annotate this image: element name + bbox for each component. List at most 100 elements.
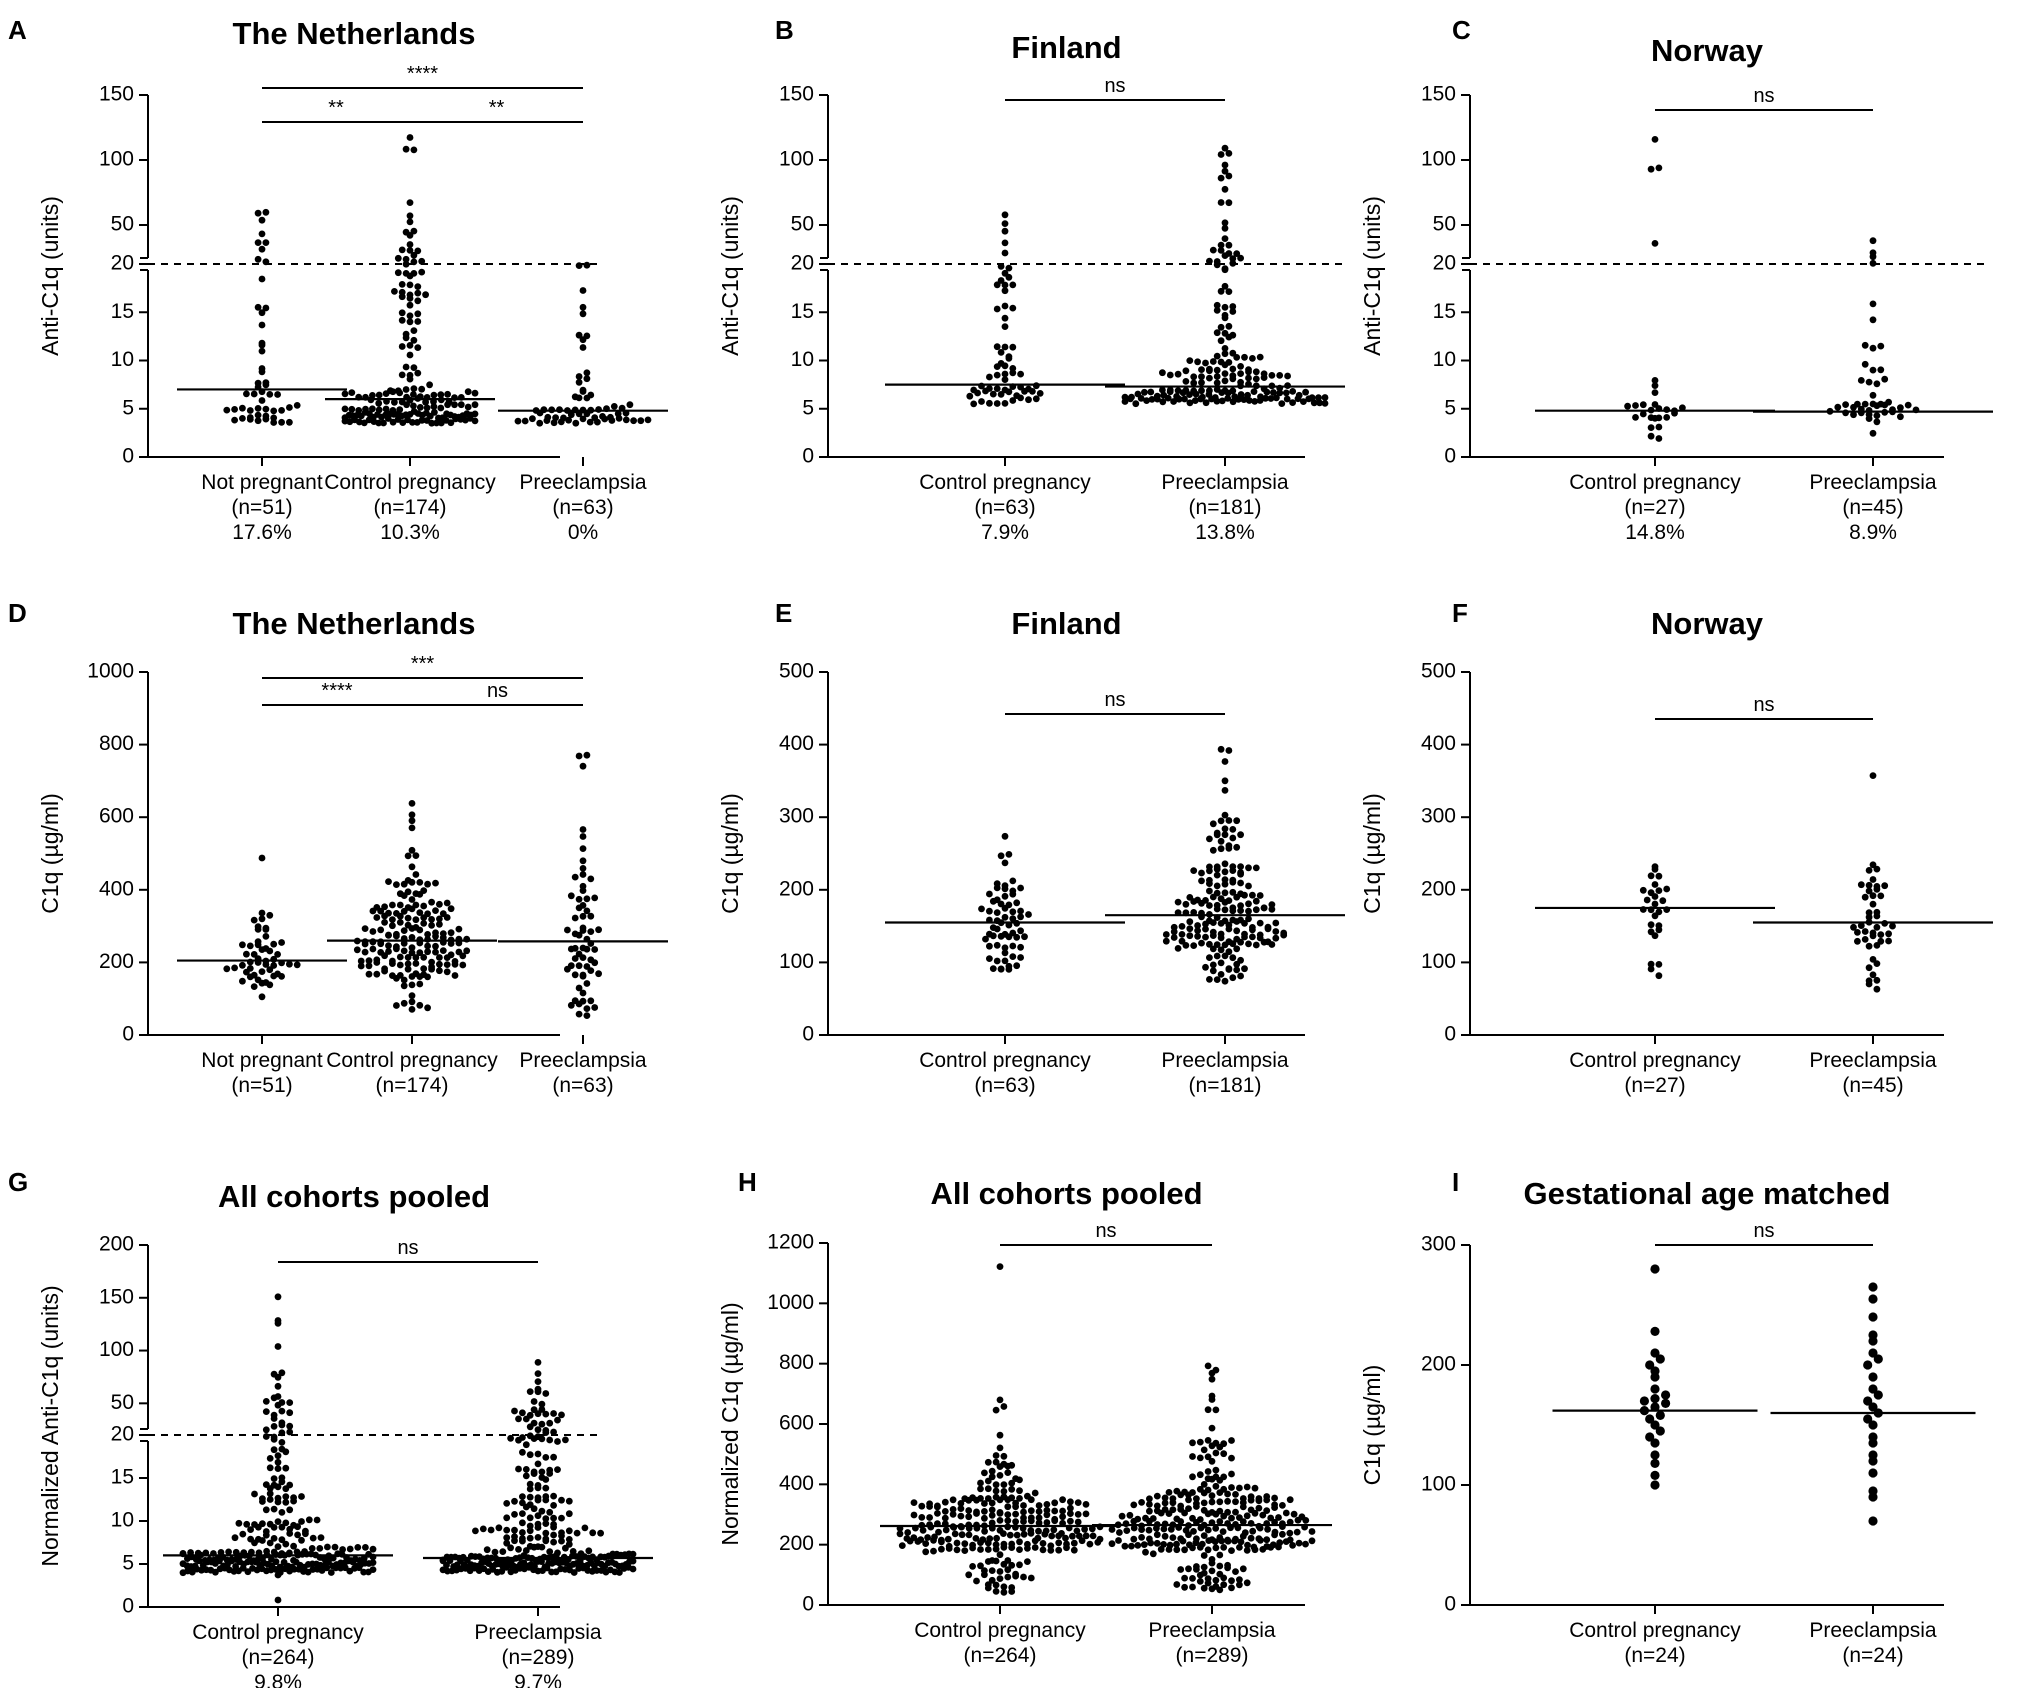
y-tick-label: 150 bbox=[1421, 83, 1456, 106]
data-point bbox=[1873, 412, 1881, 419]
data-point bbox=[1017, 913, 1024, 921]
data-point bbox=[1165, 1546, 1173, 1553]
data-point bbox=[579, 303, 587, 311]
data-point bbox=[1857, 922, 1865, 929]
data-point bbox=[1647, 165, 1655, 173]
significance-bracket: ns bbox=[1000, 1220, 1212, 1246]
group-0: Control pregnancy(n=63)7.9% bbox=[885, 211, 1125, 544]
data-point bbox=[414, 318, 422, 325]
data-point bbox=[503, 1534, 511, 1542]
data-point bbox=[992, 1458, 1000, 1466]
data-point bbox=[1861, 893, 1869, 901]
y-tick-label: 500 bbox=[1421, 660, 1456, 683]
data-point bbox=[1204, 1579, 1212, 1587]
data-point bbox=[1220, 1544, 1228, 1551]
data-point bbox=[1221, 266, 1229, 274]
data-point bbox=[1043, 1511, 1051, 1519]
data-point bbox=[418, 385, 426, 393]
data-point bbox=[1118, 1512, 1126, 1520]
data-point bbox=[1200, 1532, 1208, 1539]
data-point bbox=[1020, 1573, 1027, 1581]
data-point bbox=[1267, 1514, 1275, 1522]
data-point bbox=[1263, 388, 1271, 396]
category-n: (n=174) bbox=[376, 1074, 449, 1097]
data-point bbox=[471, 417, 479, 425]
data-point bbox=[981, 1500, 988, 1507]
data-point bbox=[262, 961, 270, 968]
data-point bbox=[1873, 960, 1881, 967]
data-point bbox=[286, 1428, 294, 1436]
y-tick-label: 150 bbox=[99, 1285, 134, 1308]
data-point bbox=[1237, 363, 1244, 370]
data-point bbox=[534, 1410, 542, 1418]
data-point bbox=[274, 951, 281, 958]
data-point bbox=[1213, 366, 1221, 374]
data-point bbox=[404, 954, 412, 961]
data-point bbox=[361, 948, 369, 956]
data-point bbox=[546, 1419, 554, 1427]
data-point bbox=[1857, 881, 1865, 889]
data-point bbox=[1302, 388, 1309, 396]
data-point bbox=[428, 916, 435, 923]
data-point bbox=[1661, 1390, 1671, 1400]
data-point bbox=[1209, 932, 1217, 939]
data-point bbox=[534, 1524, 542, 1531]
data-point bbox=[428, 922, 435, 929]
data-point bbox=[274, 1498, 282, 1506]
data-point bbox=[579, 865, 587, 872]
y-tick-label: 0 bbox=[1444, 445, 1456, 468]
data-point bbox=[629, 1550, 637, 1558]
data-point bbox=[1000, 1452, 1008, 1460]
data-point bbox=[464, 388, 472, 396]
category-n: (n=174) bbox=[374, 496, 447, 519]
data-point bbox=[1645, 1360, 1655, 1370]
data-point bbox=[1868, 1336, 1878, 1346]
data-point bbox=[365, 957, 373, 965]
data-point bbox=[1217, 337, 1225, 345]
data-point bbox=[1001, 944, 1009, 952]
data-point bbox=[1639, 401, 1647, 409]
data-point bbox=[1216, 1562, 1224, 1570]
category-label: Control pregnancy bbox=[1569, 1049, 1741, 1072]
data-point bbox=[298, 1493, 305, 1500]
data-point bbox=[953, 1539, 961, 1547]
data-point bbox=[988, 1506, 996, 1514]
data-point bbox=[581, 1524, 589, 1532]
data-point bbox=[428, 965, 435, 973]
data-point bbox=[1221, 825, 1229, 833]
data-point bbox=[986, 373, 993, 381]
data-point bbox=[938, 1538, 945, 1546]
data-point bbox=[270, 1446, 278, 1454]
y-tick-label: 50 bbox=[111, 1391, 134, 1414]
data-point bbox=[1868, 1282, 1878, 1292]
data-point bbox=[1005, 966, 1013, 973]
data-point bbox=[1247, 1496, 1255, 1504]
data-point bbox=[1059, 1496, 1066, 1504]
data-point bbox=[1143, 397, 1150, 404]
category-percent: 14.8% bbox=[1625, 521, 1685, 544]
data-point bbox=[1228, 1577, 1235, 1585]
significance-bracket: ns bbox=[1655, 694, 1873, 720]
data-point bbox=[250, 983, 258, 990]
data-point bbox=[579, 762, 587, 770]
data-point bbox=[1190, 942, 1198, 949]
data-point bbox=[1289, 1542, 1296, 1549]
data-point bbox=[992, 1406, 1000, 1414]
data-point bbox=[579, 927, 587, 934]
data-point bbox=[1280, 931, 1288, 939]
data-point bbox=[910, 1499, 918, 1506]
data-point bbox=[1904, 401, 1912, 409]
data-point bbox=[1229, 308, 1237, 315]
category-n: (n=63) bbox=[974, 1074, 1035, 1097]
data-point bbox=[542, 1429, 550, 1436]
data-point bbox=[290, 1542, 297, 1550]
data-point bbox=[1094, 1538, 1102, 1546]
data-point bbox=[231, 1534, 239, 1542]
data-point bbox=[1146, 1495, 1153, 1503]
data-point bbox=[1221, 252, 1229, 259]
data-point bbox=[1206, 902, 1213, 909]
data-point bbox=[1181, 1574, 1188, 1582]
data-point bbox=[1276, 389, 1284, 397]
data-point bbox=[1211, 1538, 1219, 1545]
y-tick-label: 0 bbox=[122, 1023, 134, 1046]
